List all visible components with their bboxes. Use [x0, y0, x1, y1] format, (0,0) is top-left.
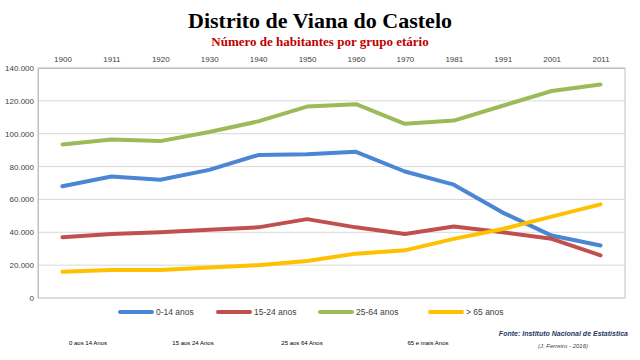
y-tick: 100.000 — [5, 130, 38, 139]
title: Distrito de Viana do Castelo — [188, 8, 452, 33]
x-tick-label: 1911 — [103, 55, 121, 64]
legend: 0-14 anos 15-24 anos 25-64 anos > 65 anos — [120, 307, 504, 317]
y-tick-label: 140.000 — [5, 64, 34, 73]
legend-swatch — [120, 310, 152, 314]
y-tick: 120.000 — [5, 97, 38, 106]
series-group — [62, 84, 600, 271]
y-tick: 0 — [30, 294, 38, 303]
x-tick-label: 1900 — [54, 55, 72, 64]
x-tick-label: 1950 — [299, 55, 317, 64]
series-line — [62, 204, 600, 271]
y-tick: 20.000 — [10, 261, 38, 270]
y-tick-label: 100.000 — [5, 130, 34, 139]
credit: (J. Ferreiro - 2016) — [538, 343, 588, 349]
grid-line — [38, 68, 625, 69]
y-tick-label: 0 — [30, 294, 35, 303]
subtitle: Número de habitantes por grupo etário — [211, 34, 428, 49]
y-tick: 140.000 — [5, 64, 38, 73]
x-tick-label: 1970 — [396, 55, 414, 64]
legend-label: > 65 anos — [466, 307, 504, 317]
x-tick: 1950 — [299, 55, 317, 68]
x-tick-label: 1920 — [152, 55, 170, 64]
x-tick-label: 2011 — [592, 55, 610, 64]
x-tick-label: 1930 — [201, 55, 219, 64]
y-tick-label: 40.000 — [10, 228, 35, 237]
y-tick-label: 80.000 — [10, 163, 35, 172]
legend-swatch — [320, 310, 352, 314]
annotation: 25 aos 64 Anos — [281, 340, 322, 346]
annotation: 15 aos 24 Anos — [172, 340, 213, 346]
y-tick: 60.000 — [10, 195, 38, 204]
grid-line — [38, 298, 625, 299]
x-tick: 1940 — [250, 55, 268, 68]
grid-line — [38, 199, 625, 200]
x-tick-label: 1940 — [250, 55, 268, 64]
legend-swatch — [430, 310, 462, 314]
y-tick: 40.000 — [10, 228, 38, 237]
plot-area — [38, 68, 625, 298]
x-tick: 1900 — [54, 55, 72, 68]
x-tick: 2001 — [543, 55, 561, 68]
annotation: 0 aos 14 Anos — [69, 340, 107, 346]
x-tick-label: 1981 — [445, 55, 463, 64]
legend-label: 0-14 anos — [156, 307, 194, 317]
x-tick: 2011 — [592, 55, 610, 68]
grid-line — [38, 166, 625, 167]
x-tick: 1930 — [201, 55, 219, 68]
x-tick: 1981 — [445, 55, 463, 68]
legend-swatch — [218, 310, 250, 314]
x-tick-label: 2001 — [543, 55, 561, 64]
x-tick-label: 1991 — [494, 55, 512, 64]
y-axis: 0 20.000 40.000 60.000 80.000 100.000 120.000 1… — [5, 64, 38, 303]
x-tick: 1960 — [348, 55, 366, 68]
annotation: 65 e mais Anos — [407, 340, 448, 346]
chart: Distrito de Viana do CasteloNúmero de ha… — [0, 0, 640, 360]
y-tick-label: 60.000 — [10, 195, 35, 204]
x-tick: 1991 — [494, 55, 512, 68]
y-tick-label: 20.000 — [10, 261, 35, 270]
x-tick: 1970 — [396, 55, 414, 68]
legend-label: 25-64 anos — [356, 307, 399, 317]
x-axis-line — [39, 68, 626, 69]
x-axis: 1900 1911 1920 1930 1940 1950 1960 1970 1981 1991… — [39, 55, 626, 69]
legend-label: 15-24 anos — [254, 307, 297, 317]
series-line — [62, 84, 600, 144]
x-tick-label: 1960 — [348, 55, 366, 64]
grid-line — [38, 133, 625, 134]
x-tick: 1920 — [152, 55, 170, 68]
grid-line — [38, 265, 625, 266]
grid — [38, 68, 625, 298]
source: Fonte: Instituto Nacional de Estatística — [499, 330, 628, 337]
y-axis-line — [38, 69, 39, 299]
y-tick: 80.000 — [10, 163, 38, 172]
x-tick: 1911 — [103, 55, 121, 68]
grid-line — [38, 100, 625, 101]
y-tick-label: 120.000 — [5, 97, 34, 106]
